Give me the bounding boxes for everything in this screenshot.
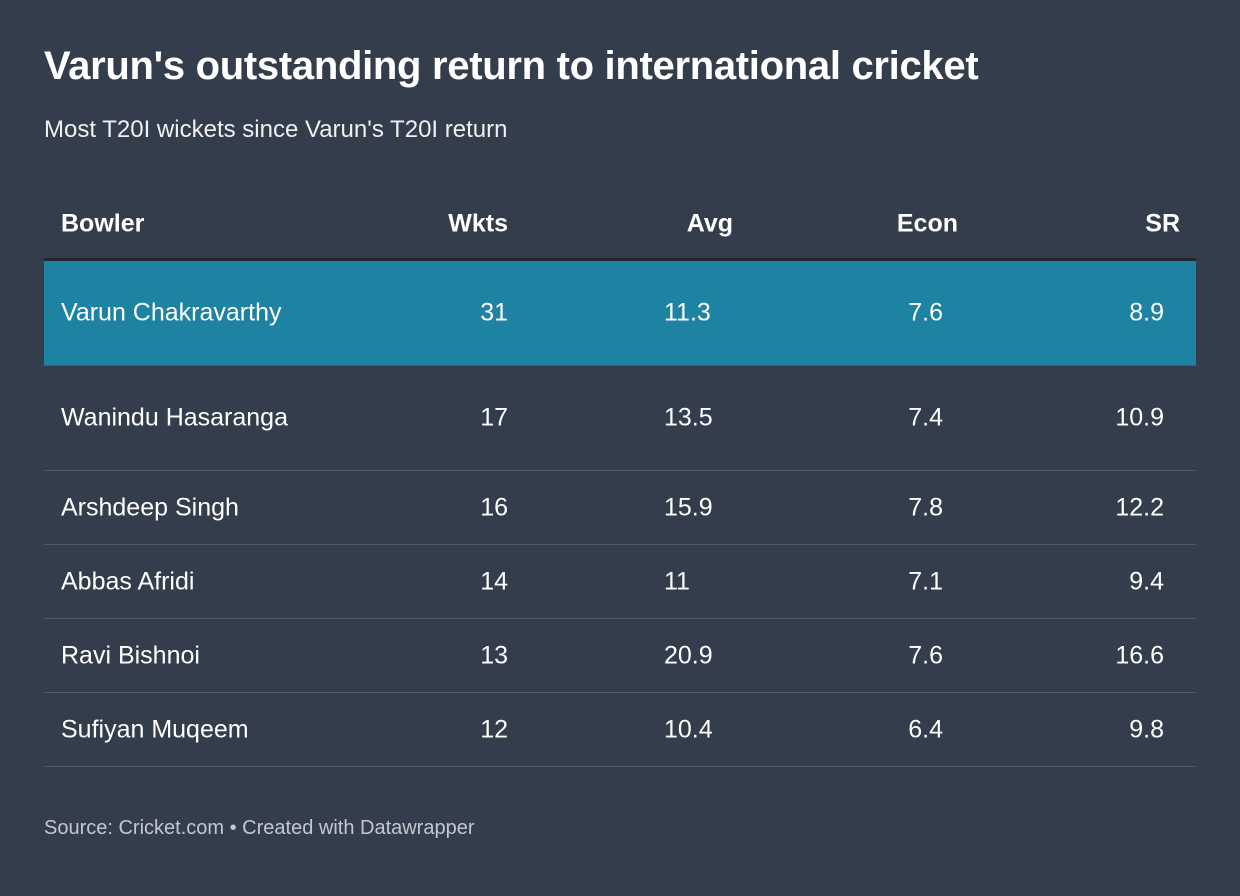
table-row: Abbas Afridi 14 11 7.1 9.4 [44, 545, 1196, 619]
cell-sr: 16.6 [1115, 641, 1164, 669]
cell-avg: 15.9 [664, 493, 713, 521]
cell-wkts: 16 [480, 493, 508, 521]
cell-avg: 10.4 [664, 715, 713, 743]
cell-econ: 7.1 [908, 567, 943, 595]
table-row: Wanindu Hasaranga 17 13.5 7.4 10.9 [44, 366, 1196, 471]
cell-bowler: Wanindu Hasaranga [61, 403, 288, 432]
header-sr[interactable]: SR [1145, 209, 1180, 238]
cell-sr: 8.9 [1129, 298, 1164, 327]
header-bowler[interactable]: Bowler [61, 209, 145, 238]
table-row: Arshdeep Singh 16 15.9 7.8 12.2 [44, 471, 1196, 545]
cell-econ: 7.6 [908, 641, 943, 669]
cell-wkts: 14 [480, 567, 508, 595]
table-header: Bowler Wkts Avg Econ SR [44, 190, 1196, 261]
cell-wkts: 17 [480, 403, 508, 432]
cell-econ: 6.4 [908, 715, 943, 743]
cell-sr: 10.9 [1115, 403, 1164, 432]
cell-bowler: Varun Chakravarthy [61, 298, 282, 327]
cell-econ: 7.4 [908, 403, 943, 432]
table-row: Varun Chakravarthy 31 11.3 7.6 8.9 [44, 261, 1196, 366]
cell-sr: 9.8 [1129, 715, 1164, 743]
header-wkts[interactable]: Wkts [448, 209, 508, 238]
chart-title: Varun's outstanding return to internatio… [44, 44, 979, 88]
cell-bowler: Sufiyan Muqeem [61, 715, 249, 743]
cell-bowler: Ravi Bishnoi [61, 641, 200, 669]
cell-wkts: 13 [480, 641, 508, 669]
cell-avg: 11.3 [664, 298, 711, 327]
chart-subtitle: Most T20I wickets since Varun's T20I ret… [44, 116, 508, 143]
cell-econ: 7.8 [908, 493, 943, 521]
header-avg[interactable]: Avg [686, 209, 733, 238]
cell-bowler: Abbas Afridi [61, 567, 195, 595]
table-row: Ravi Bishnoi 13 20.9 7.6 16.6 [44, 619, 1196, 693]
cell-econ: 7.6 [908, 298, 943, 327]
cell-wkts: 12 [480, 715, 508, 743]
bowler-table: Bowler Wkts Avg Econ SR Varun Chakravart… [44, 190, 1196, 767]
table-row: Sufiyan Muqeem 12 10.4 6.4 9.8 [44, 693, 1196, 767]
cell-sr: 12.2 [1115, 493, 1164, 521]
source-footer: Source: Cricket.com • Created with Dataw… [44, 817, 475, 839]
cell-avg: 13.5 [664, 403, 713, 432]
cell-sr: 9.4 [1129, 567, 1164, 595]
header-econ[interactable]: Econ [896, 209, 958, 238]
cell-wkts: 31 [480, 298, 508, 327]
cell-avg: 20.9 [664, 641, 713, 669]
cell-bowler: Arshdeep Singh [61, 493, 239, 521]
cell-avg: 11 [664, 567, 690, 595]
